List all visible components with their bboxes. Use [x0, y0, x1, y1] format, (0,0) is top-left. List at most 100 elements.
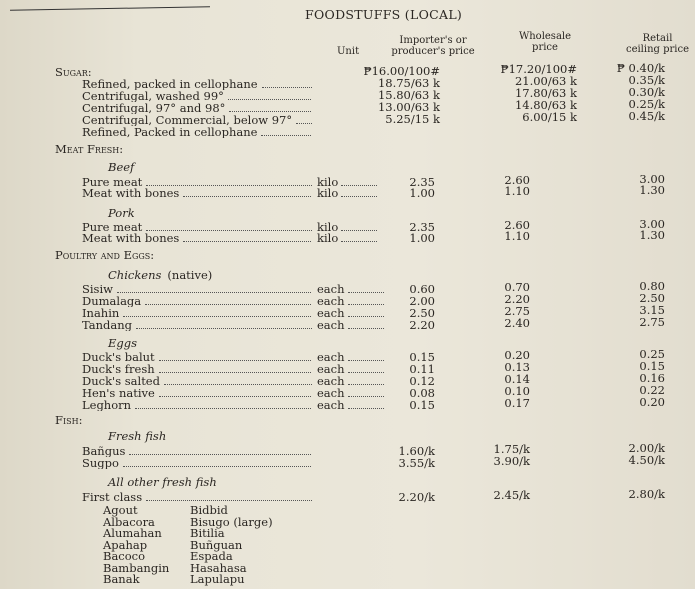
subsection-heading: Beef — [108, 161, 134, 173]
item-label: Meat with bones — [82, 187, 180, 199]
subsection-label: Chickens — [108, 268, 162, 282]
importer-price: 0.12 — [409, 374, 435, 388]
leader-dots — [116, 283, 312, 293]
fish-name: Bidbid — [190, 503, 228, 517]
unit-label: each — [317, 318, 345, 332]
leader-dots — [347, 387, 384, 397]
leader-dots — [135, 399, 312, 409]
fish-name: Espada — [190, 549, 233, 563]
wholesale-price: 1.10 — [504, 184, 530, 198]
wholesale-price: 2.45/k — [493, 488, 530, 502]
unit-label: each — [317, 282, 345, 296]
leader-dots — [347, 399, 384, 409]
item-label: Centrifugal, 97° and 98° — [82, 102, 226, 114]
item-name: Centrifugal, washed 99° — [82, 90, 312, 102]
unit-label: kilo — [317, 186, 339, 200]
wholesale-price: ₱17.20/100# — [500, 62, 577, 76]
item-name: Pure meat — [82, 221, 312, 233]
item-name: Bañgus — [82, 445, 312, 457]
subsection-heading: All other fresh fish — [108, 476, 217, 488]
item-label: Centrifugal, Commercial, below 97° — [82, 114, 293, 126]
fish-name: Bacoco — [103, 549, 146, 563]
leader-dots — [341, 221, 378, 231]
wholesale-price: 0.20 — [504, 348, 530, 362]
subsection-note: (native) — [167, 268, 213, 282]
wholesale-price: 14.80/63 k — [514, 98, 577, 112]
retail-ceiling-price: 2.00/k — [628, 441, 665, 455]
retail-ceiling-price: 0.25 — [639, 347, 665, 361]
item-unit: kilo — [317, 231, 378, 245]
item-name: Inahin — [82, 307, 312, 319]
subsection-label: All other fresh fish — [108, 475, 217, 489]
importer-price: 2.00 — [409, 294, 435, 308]
wholesale-price: 6.00/15 k — [522, 110, 577, 124]
item-name: Refined, packed in cellophane — [82, 78, 312, 90]
item-label: Dumalaga — [82, 295, 142, 307]
leader-dots — [341, 232, 378, 242]
unit-label: each — [317, 306, 345, 320]
leader-dots — [163, 375, 312, 385]
wholesale-price: 0.17 — [504, 396, 530, 410]
header-wholesale-line2: price — [532, 42, 558, 53]
leader-dots — [183, 187, 312, 197]
item-unit: each — [317, 375, 384, 387]
item-name: Centrifugal, Commercial, below 97° — [82, 114, 312, 126]
item-label: Hen's native — [82, 387, 155, 399]
wholesale-price: 0.13 — [504, 360, 530, 374]
leader-dots — [183, 232, 312, 242]
item-unit: each — [317, 295, 384, 307]
wholesale-price: 1.10 — [504, 229, 530, 243]
wholesale-price: 1.75/k — [493, 442, 530, 456]
unit-label: each — [317, 362, 345, 376]
item-unit: each — [317, 351, 384, 363]
retail-ceiling-price: 2.50 — [639, 291, 665, 305]
header-importer-line2: producer's price — [391, 46, 475, 57]
item-label: Bañgus — [82, 445, 126, 457]
item-unit: kilo — [317, 220, 378, 234]
unit-label: kilo — [317, 231, 339, 245]
fish-name: Banak — [103, 572, 140, 586]
wholesale-price: 21.00/63 k — [514, 74, 577, 88]
wholesale-price: 3.90/k — [493, 454, 530, 468]
wholesale-price: 2.60 — [504, 173, 530, 187]
fish-name: Agout — [103, 503, 138, 517]
unit-label: kilo — [317, 220, 339, 234]
header-retail-line1: Retail — [642, 33, 673, 44]
retail-ceiling-price: ₱ 0.40/k — [616, 61, 665, 75]
retail-ceiling-price: 0.80 — [639, 279, 665, 293]
item-label: Leghorn — [82, 399, 132, 411]
retail-ceiling-price: 2.80/k — [628, 487, 665, 501]
importer-price: 1.60/k — [398, 444, 435, 458]
importer-price: 1.00 — [409, 186, 435, 200]
leader-dots — [347, 375, 384, 385]
leader-dots — [347, 319, 384, 329]
importer-price: 2.20/k — [398, 490, 435, 504]
unit-label: each — [317, 350, 345, 364]
importer-price: 1.00 — [409, 231, 435, 245]
leader-dots — [341, 176, 378, 186]
leader-dots — [158, 351, 312, 361]
leader-dots — [146, 491, 312, 501]
section-heading: Fish: — [55, 413, 83, 427]
leader-dots — [122, 457, 312, 467]
header-retail-line2: ceiling price — [625, 44, 690, 55]
retail-ceiling-price: 1.30 — [639, 228, 665, 242]
item-name: Refined, Packed in cellophane — [82, 126, 312, 138]
retail-ceiling-price: 0.16 — [639, 371, 665, 385]
retail-ceiling-price: 0.25/k — [628, 97, 665, 111]
item-name: Duck's salted — [82, 375, 312, 387]
leader-dots — [296, 114, 312, 124]
importer-price: 2.35 — [409, 220, 435, 234]
importer-price: 2.20 — [409, 318, 435, 332]
wholesale-price: 2.40 — [504, 316, 530, 330]
wholesale-price: 0.14 — [504, 372, 530, 386]
fish-name: Bisugo (large) — [190, 514, 273, 529]
item-unit: each — [317, 319, 384, 331]
subsection-heading: Fresh fish — [108, 430, 166, 442]
page-title: FOODSTUFFS (LOCAL) — [305, 7, 463, 22]
item-name: Centrifugal, 97° and 98° — [82, 102, 312, 114]
leader-dots — [129, 445, 312, 455]
item-label: Refined, packed in cellophane — [82, 78, 258, 90]
item-label: Sisiw — [82, 283, 113, 295]
wholesale-price: 17.80/63 k — [514, 86, 577, 100]
